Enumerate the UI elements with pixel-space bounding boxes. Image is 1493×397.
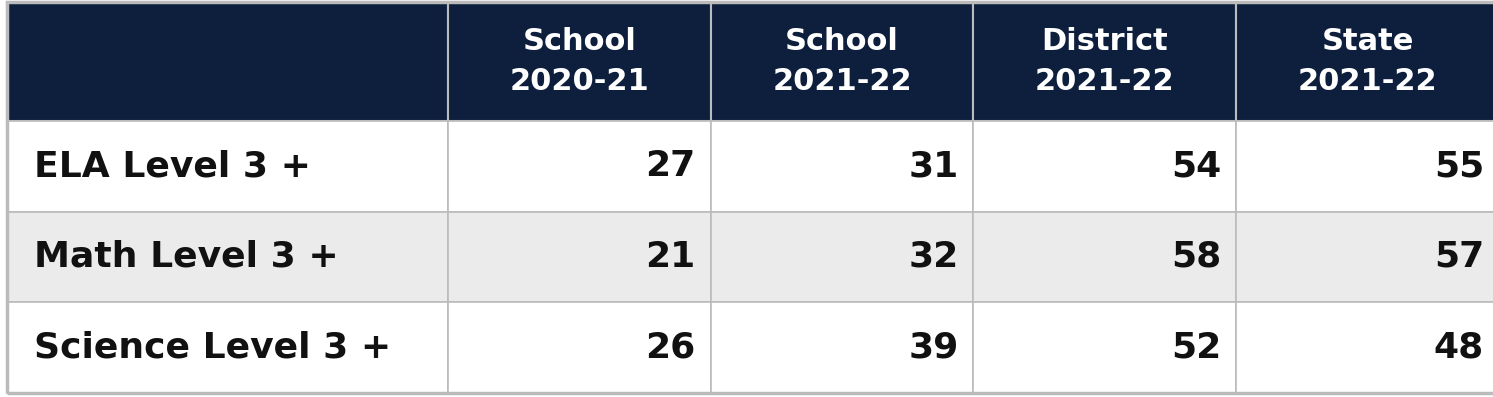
Text: Science Level 3 +: Science Level 3 +	[34, 330, 391, 364]
Text: School
2020-21: School 2020-21	[509, 27, 649, 96]
Bar	[711, 2, 973, 121]
Bar	[973, 2, 1236, 121]
Bar	[711, 302, 973, 393]
Text: 31: 31	[908, 149, 959, 183]
Text: State
2021-22: State 2021-22	[1297, 27, 1438, 96]
Bar	[711, 212, 973, 302]
Bar	[7, 212, 448, 302]
Text: 57: 57	[1433, 240, 1484, 274]
Bar	[1236, 121, 1493, 212]
Text: 52: 52	[1171, 330, 1221, 364]
Text: 48: 48	[1433, 330, 1484, 364]
Bar	[1236, 2, 1493, 121]
Bar	[973, 212, 1236, 302]
Text: District
2021-22: District 2021-22	[1035, 27, 1175, 96]
Bar	[448, 302, 711, 393]
Bar	[448, 212, 711, 302]
Bar	[1236, 302, 1493, 393]
Text: School
2021-22: School 2021-22	[772, 27, 912, 96]
Bar	[7, 302, 448, 393]
Bar	[1236, 212, 1493, 302]
Bar	[448, 2, 711, 121]
Text: 32: 32	[908, 240, 959, 274]
Text: 27: 27	[645, 149, 696, 183]
Bar	[7, 121, 448, 212]
Bar	[973, 302, 1236, 393]
Text: 39: 39	[908, 330, 959, 364]
Bar	[711, 121, 973, 212]
Text: ELA Level 3 +: ELA Level 3 +	[34, 149, 312, 183]
Text: 21: 21	[645, 240, 696, 274]
Bar	[973, 121, 1236, 212]
Text: 26: 26	[645, 330, 696, 364]
Bar	[7, 2, 448, 121]
Text: 58: 58	[1171, 240, 1221, 274]
Text: Math Level 3 +: Math Level 3 +	[34, 240, 339, 274]
Bar	[448, 121, 711, 212]
Text: 54: 54	[1171, 149, 1221, 183]
Text: 55: 55	[1433, 149, 1484, 183]
